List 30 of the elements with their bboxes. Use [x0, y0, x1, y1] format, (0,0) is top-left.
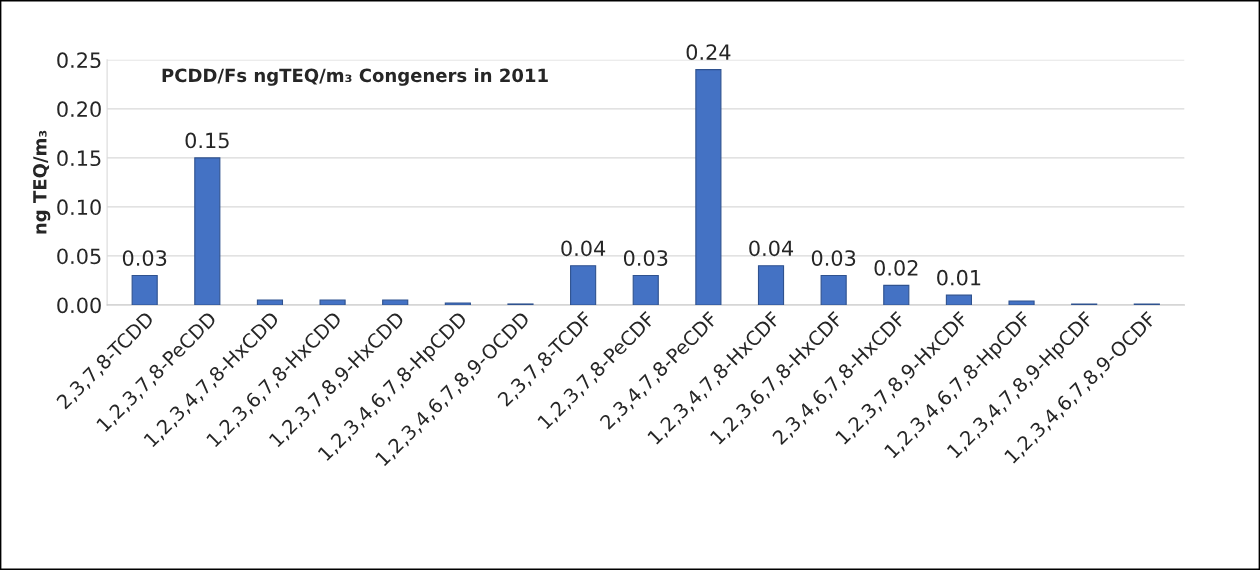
data-label: 0.15 — [185, 132, 229, 149]
data-label: 0.24 — [686, 44, 731, 61]
data-label: 0.01 — [937, 269, 981, 286]
y-tick-label: 0.25 — [57, 52, 101, 69]
bar — [382, 299, 409, 305]
y-tick-label: 0.05 — [57, 248, 101, 265]
y-tick-label: 0.20 — [57, 101, 101, 118]
data-label: 0.04 — [749, 240, 794, 257]
bar — [695, 69, 722, 305]
bar — [319, 299, 346, 305]
bar — [570, 265, 597, 305]
y-axis-title: ng TEQ/m₃ — [33, 130, 51, 234]
bar — [757, 265, 785, 305]
y-tick-label: 0.15 — [57, 150, 101, 167]
data-label: 0.03 — [811, 250, 856, 266]
data-label: 0.04 — [561, 240, 606, 257]
bar — [1008, 300, 1035, 305]
data-label: 0.03 — [623, 250, 668, 266]
bar — [883, 284, 910, 305]
y-tick-label: 0.10 — [57, 199, 101, 216]
chart-title: PCDD/Fs ngTEQ/m₃ Congeners in 2011 — [162, 68, 548, 86]
bar — [194, 157, 221, 305]
bar — [820, 274, 847, 305]
data-label: 0.03 — [122, 250, 167, 266]
bar — [632, 274, 659, 305]
bar — [131, 274, 158, 305]
bar — [945, 294, 973, 305]
data-label: 0.02 — [874, 259, 918, 276]
bar — [256, 299, 284, 305]
y-tick-label: 0.00 — [57, 297, 101, 314]
